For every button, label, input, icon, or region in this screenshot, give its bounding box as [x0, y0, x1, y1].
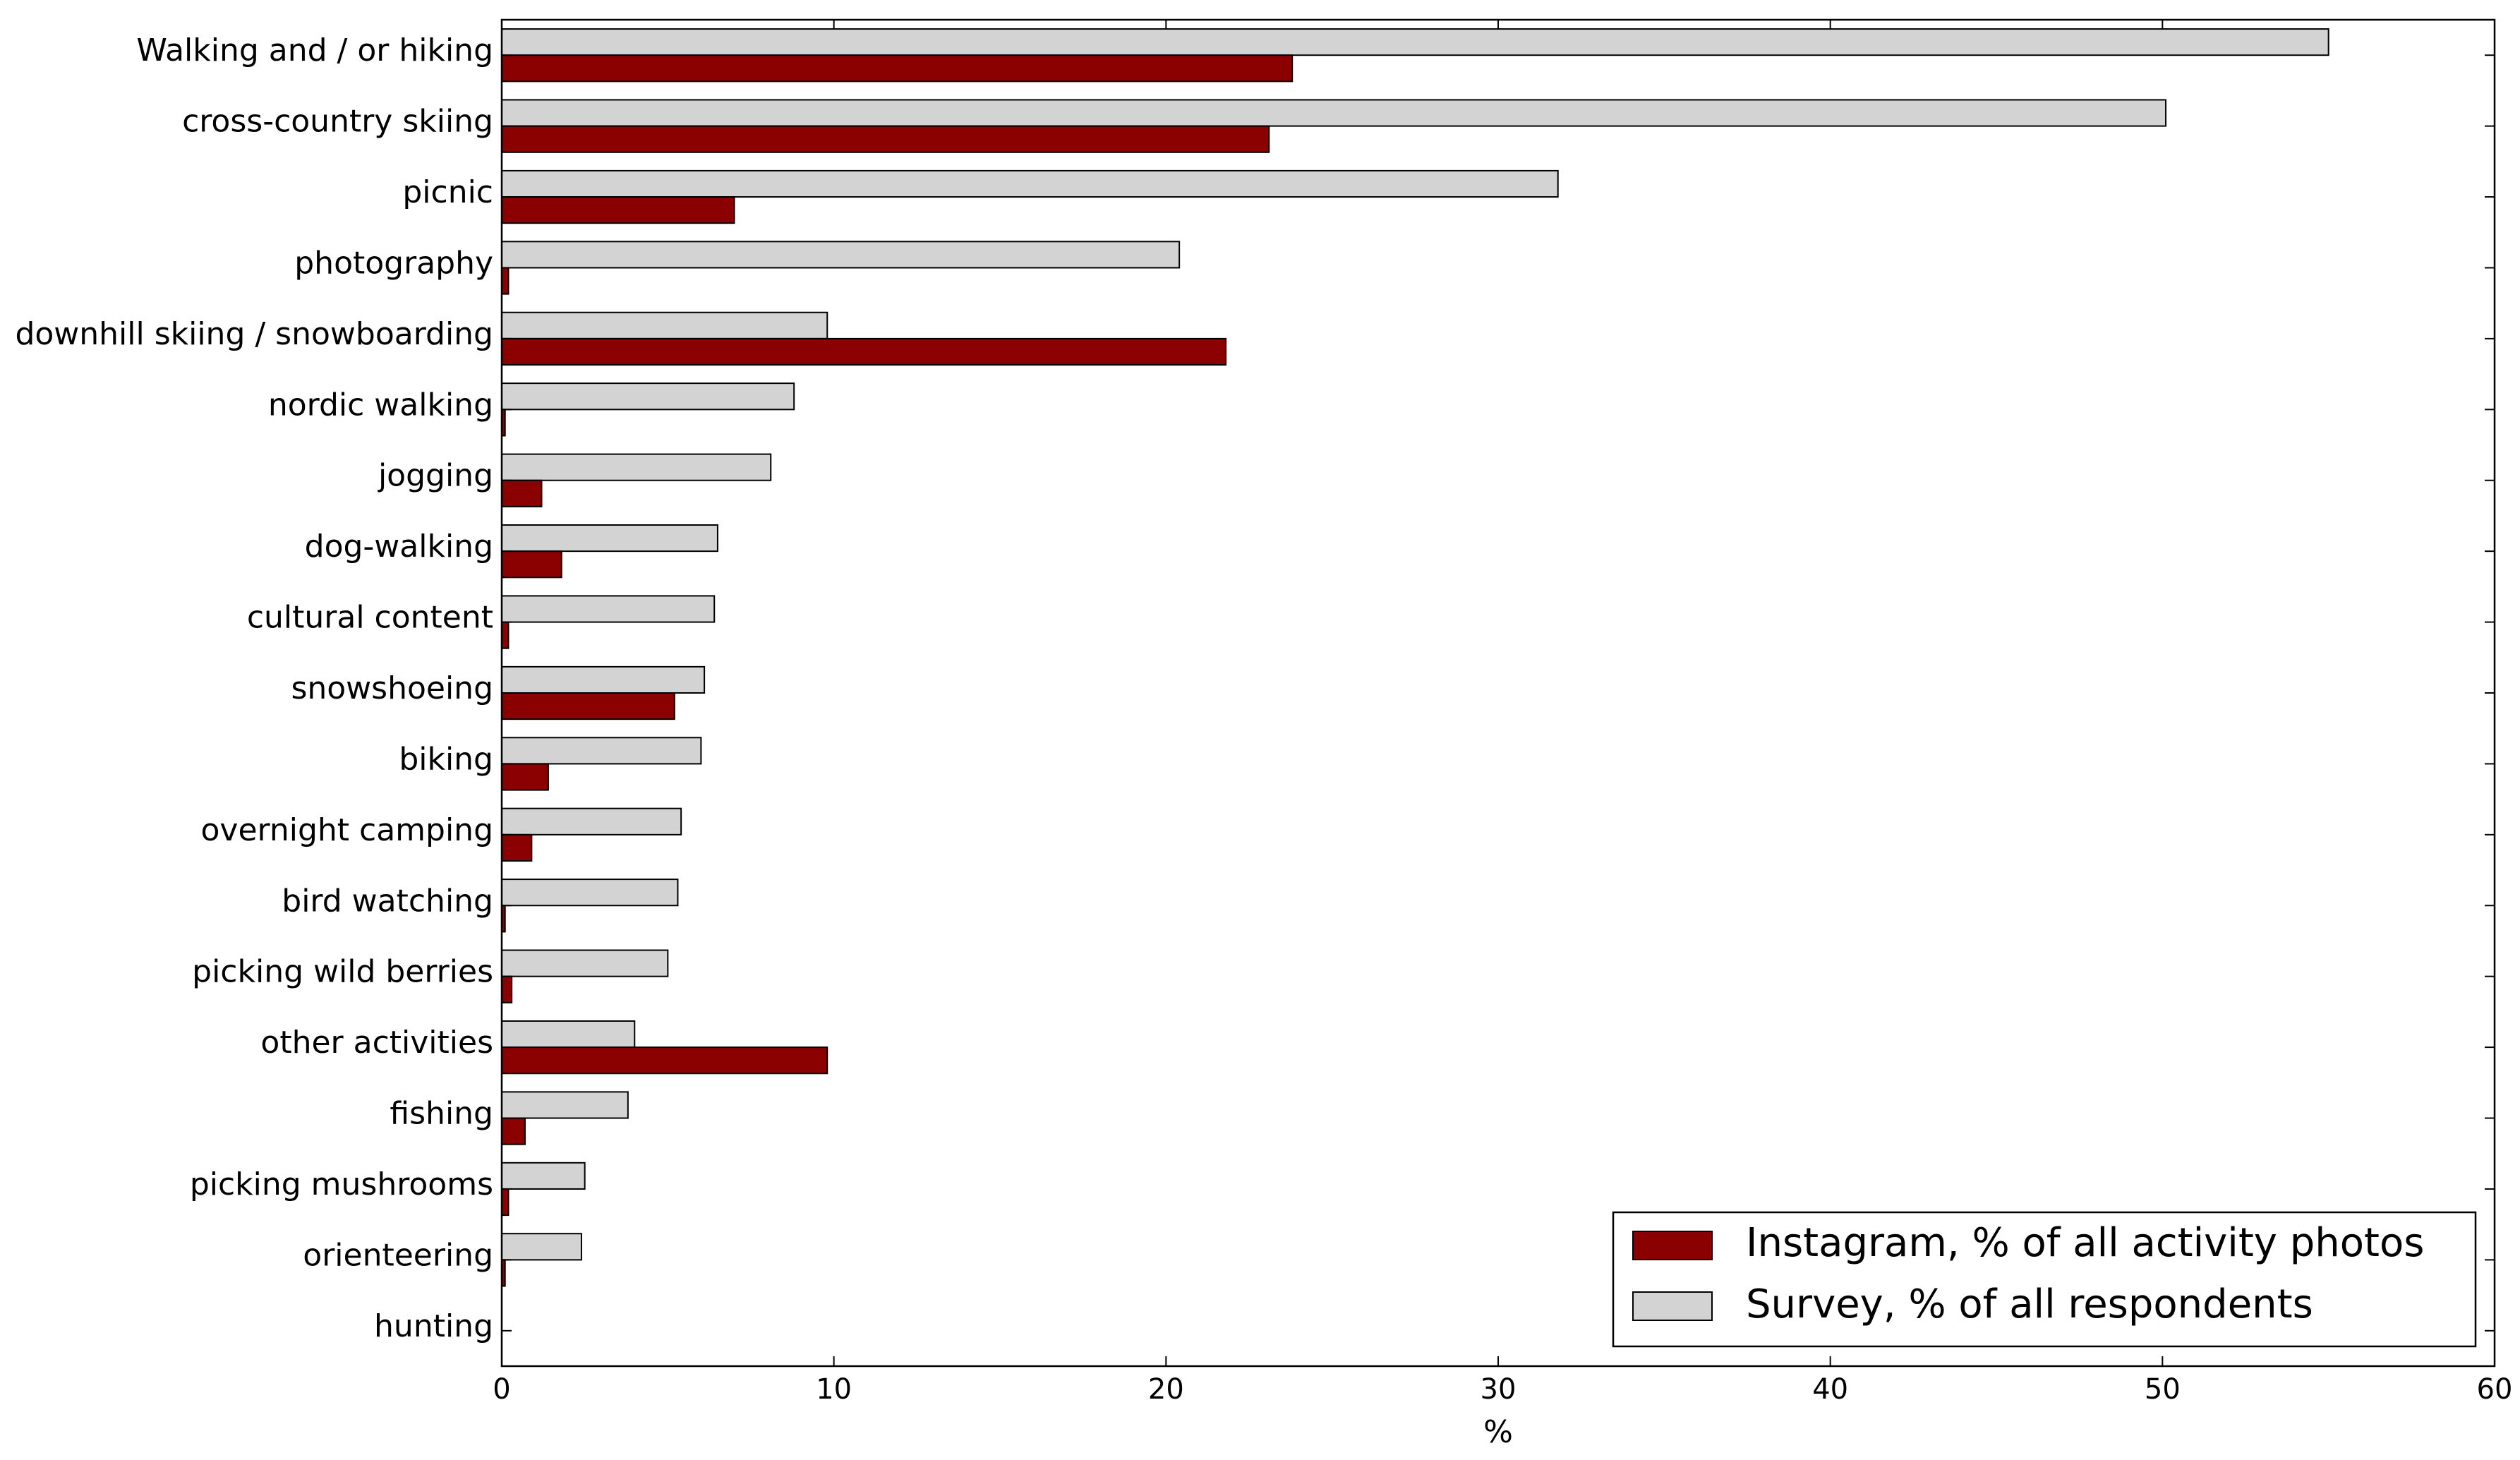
category-label-picking-wild-berries: picking wild berries — [192, 954, 493, 990]
category-label-fishing: fishing — [390, 1096, 493, 1132]
category-label-picnic: picnic — [402, 174, 493, 210]
bar-instagram-biking — [501, 763, 549, 791]
ticks-group — [501, 20, 2495, 1366]
bar-survey-other-activities — [501, 1020, 636, 1049]
bar-instagram-other-activities — [501, 1046, 828, 1075]
bar-instagram-overnight-camping — [501, 833, 533, 862]
x-axis-label: % — [1483, 1414, 1513, 1450]
bar-survey-picking-mushrooms — [501, 1162, 586, 1190]
bar-survey-fishing — [501, 1091, 629, 1119]
category-label-downhill-skiing-snowboarding: downhill skiing / snowboarding — [15, 316, 493, 352]
category-label-jogging: jogging — [378, 458, 493, 494]
x-tick-label-40: 40 — [1812, 1373, 1848, 1406]
legend-swatch-survey — [1632, 1291, 1713, 1321]
x-tick-label-30: 30 — [1481, 1373, 1517, 1406]
legend: Instagram, % of all activity photos Surv… — [1612, 1211, 2477, 1348]
bar-survey-cross-country-skiing — [501, 99, 2167, 127]
x-tick-label-60: 60 — [2477, 1373, 2513, 1406]
plot-frame — [500, 18, 2496, 1368]
x-tick-labels-group: 0 10 20 30 40 50 60 — [493, 1373, 2512, 1406]
category-label-walking-and-or-hiking: Walking and / or hiking — [136, 32, 493, 68]
bar-instagram-dog-walking — [501, 550, 562, 579]
bar-survey-biking — [501, 737, 702, 765]
bar-instagram-jogging — [501, 479, 543, 507]
bar-instagram-walking-and-or-hiking — [501, 54, 1294, 83]
x-tick-label-20: 20 — [1148, 1373, 1184, 1406]
bar-survey-walking-and-or-hiking — [501, 28, 2329, 56]
bar-survey-picking-wild-berries — [501, 949, 669, 977]
category-label-picking-mushrooms: picking mushrooms — [190, 1166, 493, 1202]
category-label-nordic-walking: nordic walking — [268, 387, 493, 423]
category-label-cross-country-skiing: cross-country skiing — [182, 104, 493, 140]
bar-survey-jogging — [501, 453, 772, 481]
bar-instagram-photography — [501, 267, 510, 295]
bar-survey-downhill-skiing-snowboarding — [501, 311, 828, 339]
bars-group — [501, 28, 2329, 1287]
bar-survey-orienteering — [501, 1233, 582, 1261]
bar-survey-cultural-content — [501, 595, 716, 623]
bar-instagram-fishing — [501, 1117, 526, 1145]
category-label-overnight-camping: overnight camping — [201, 812, 494, 848]
bar-survey-snowshoeing — [501, 665, 706, 694]
category-labels-group: Walking and / or hiking cross-country ski… — [15, 32, 493, 1344]
bar-instagram-snowshoeing — [501, 692, 675, 720]
legend-swatch-instagram — [1632, 1231, 1713, 1260]
category-label-biking: biking — [399, 741, 493, 777]
bar-survey-dog-walking — [501, 524, 718, 553]
legend-box — [1612, 1211, 2477, 1348]
bar-instagram-cross-country-skiing — [501, 125, 1270, 153]
bar-survey-picnic — [501, 169, 1559, 198]
category-label-other-activities: other activities — [260, 1025, 493, 1061]
x-tick-label-50: 50 — [2145, 1373, 2181, 1406]
x-tick-label-0: 0 — [493, 1373, 510, 1406]
bar-survey-photography — [501, 241, 1181, 269]
bar-instagram-picking-wild-berries — [501, 975, 513, 1003]
category-label-orienteering: orienteering — [303, 1237, 493, 1273]
category-label-bird-watching: bird watching — [282, 883, 493, 919]
bar-survey-nordic-walking — [501, 382, 795, 411]
bar-instagram-cultural-content — [501, 621, 510, 649]
legend-label-survey: Survey, % of all respondents — [1746, 1281, 2313, 1327]
bar-instagram-picnic — [501, 196, 735, 224]
category-label-hunting: hunting — [374, 1308, 493, 1344]
category-label-photography: photography — [294, 245, 493, 281]
bar-survey-bird-watching — [501, 879, 679, 907]
bar-instagram-picking-mushrooms — [501, 1188, 510, 1217]
category-label-snowshoeing: snowshoeing — [291, 670, 493, 706]
bar-instagram-downhill-skiing-snowboarding — [501, 337, 1227, 366]
bar-survey-overnight-camping — [501, 807, 682, 835]
legend-label-instagram: Instagram, % of all activity photos — [1746, 1220, 2424, 1266]
category-label-cultural-content: cultural content — [247, 600, 493, 636]
x-tick-label-10: 10 — [816, 1373, 852, 1406]
category-label-dog-walking: dog-walking — [305, 529, 493, 565]
